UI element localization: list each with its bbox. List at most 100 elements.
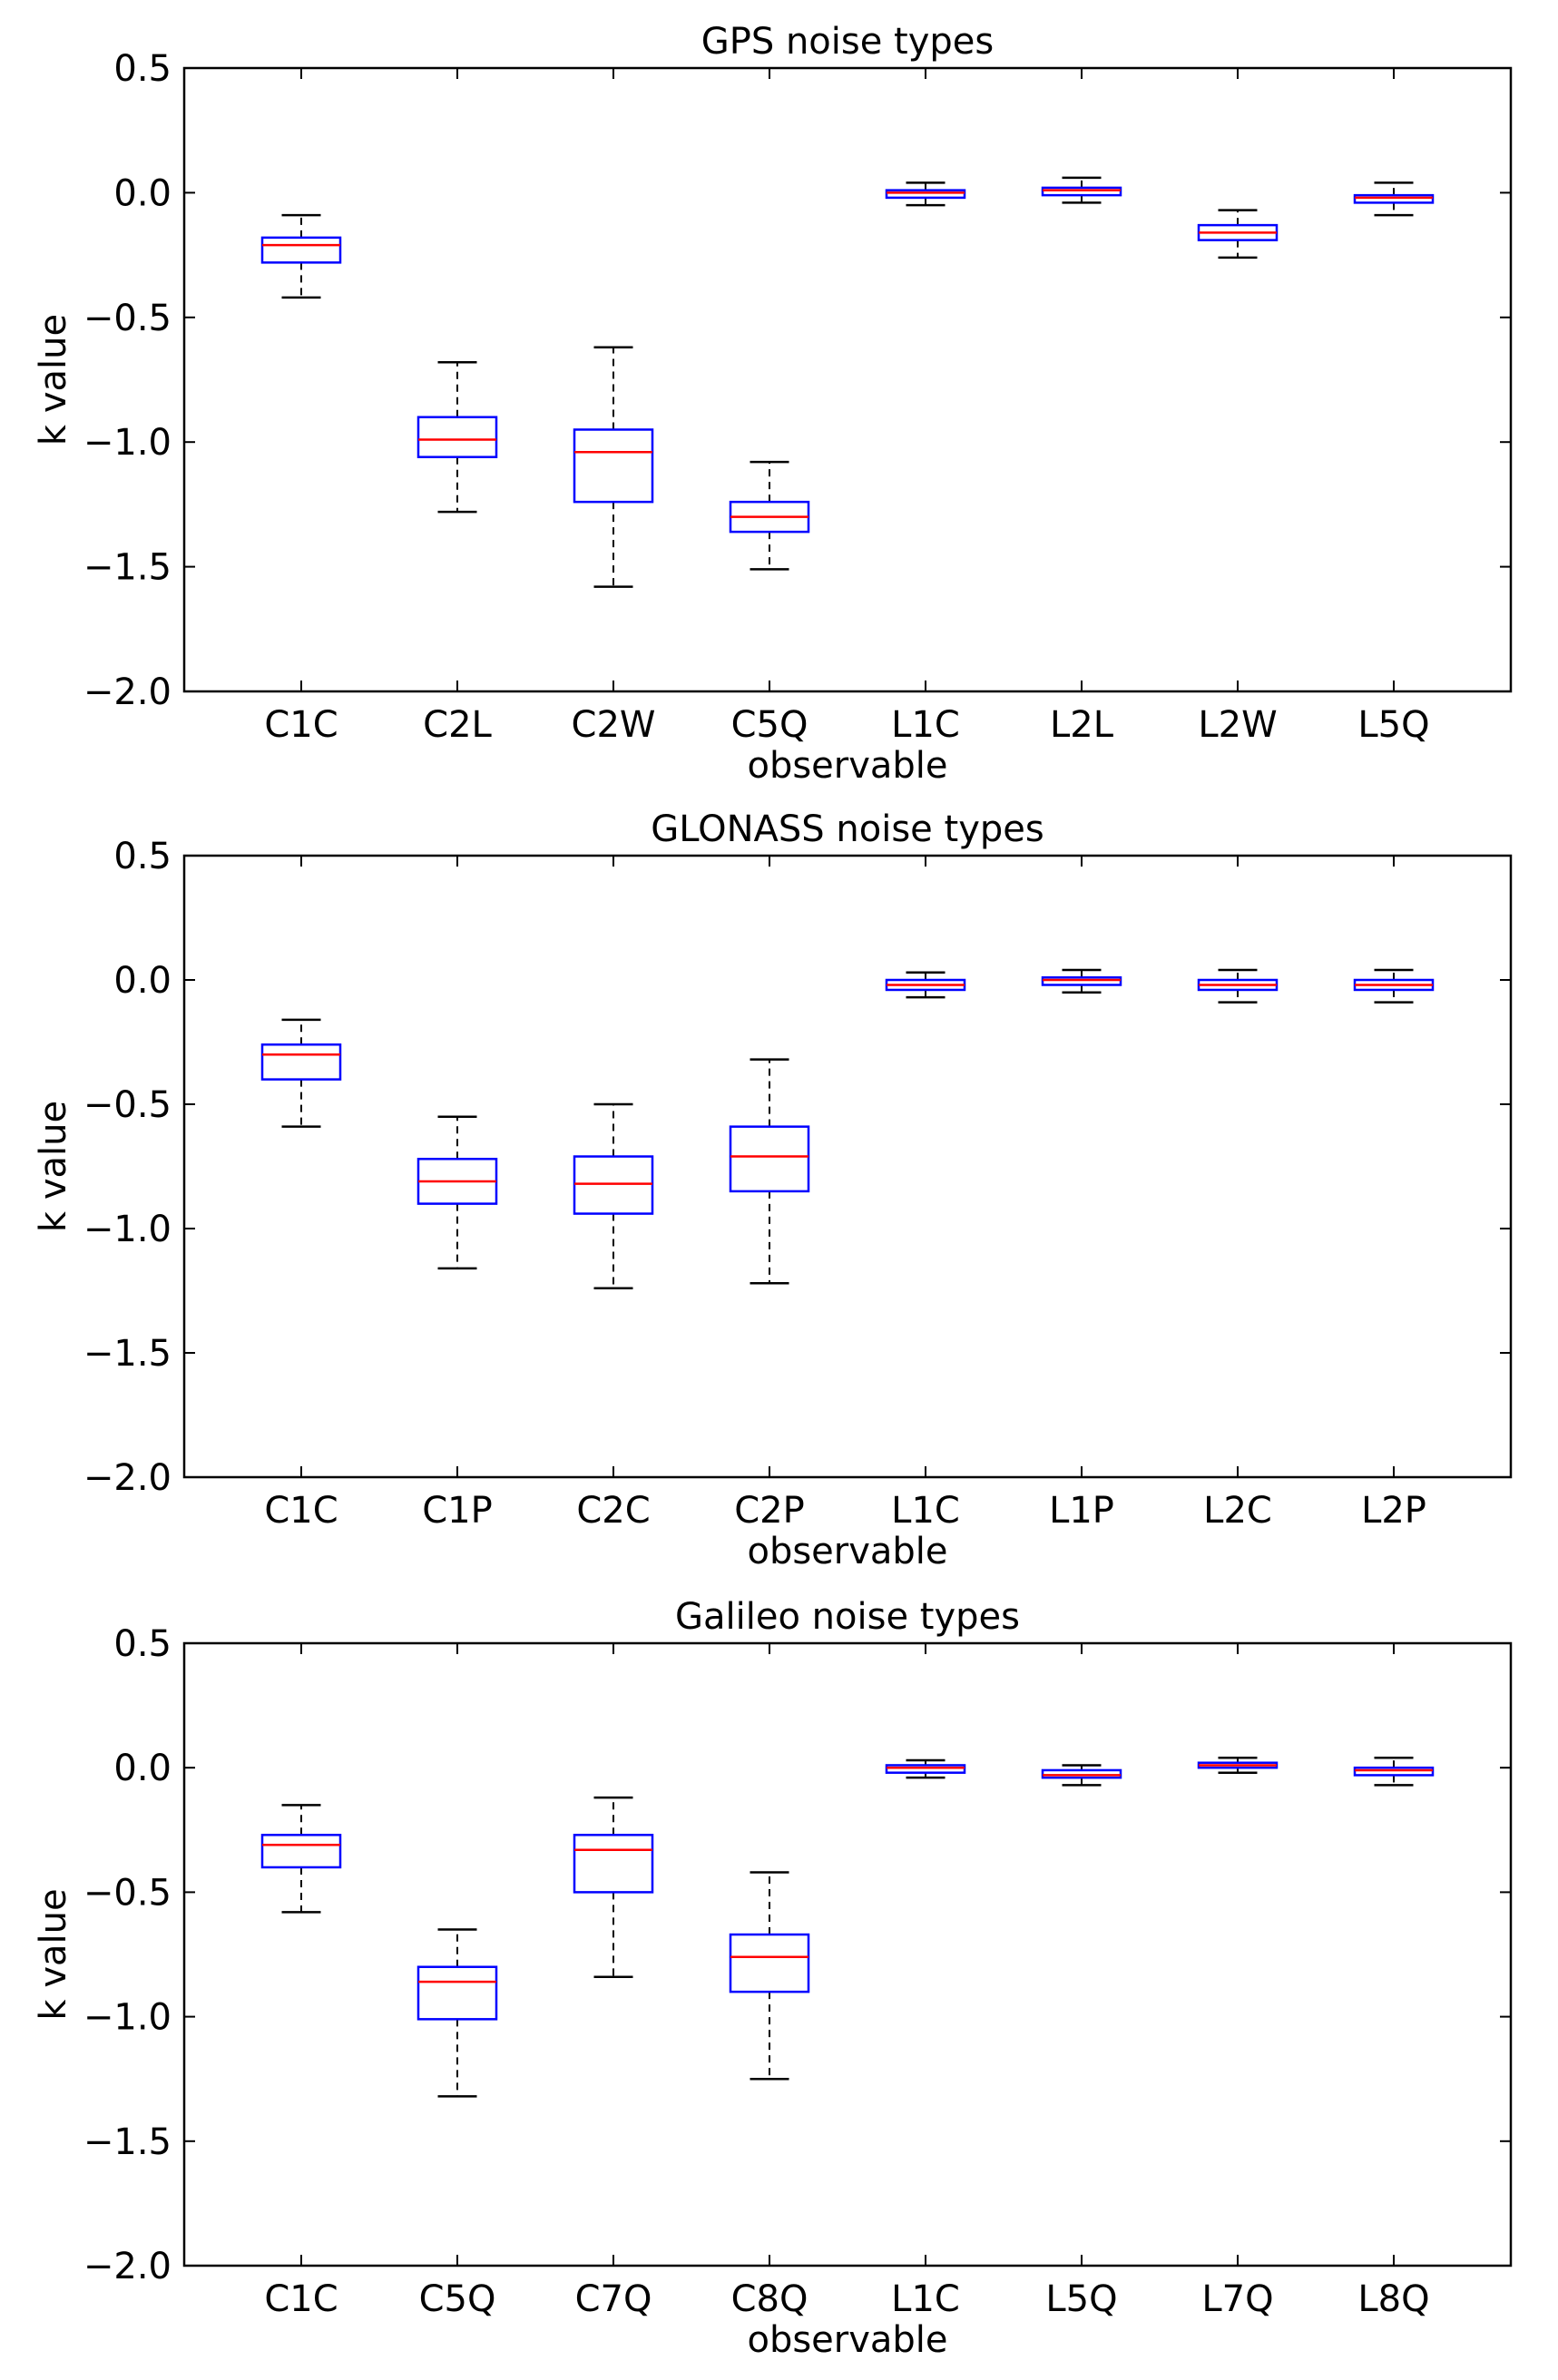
x-tick-label: C5Q — [419, 2278, 496, 2320]
y-tick-label: −0.5 — [83, 298, 171, 339]
box-c1p — [416, 1115, 498, 1270]
iqr-box — [885, 1764, 966, 1774]
box-c5q — [729, 460, 810, 571]
box-l1c — [885, 971, 966, 999]
chart-title: GPS noise types — [701, 21, 995, 63]
box-l2c — [1197, 968, 1279, 1004]
plot-frame — [182, 854, 1513, 1479]
x-tick-label: L2P — [1361, 1490, 1426, 1532]
chart-panel-2: GLONASS noise types 0.5 0.0 −0.5 −1.0 −1.5 −2.… — [33, 808, 1513, 1572]
y-tick-label: 0.5 — [113, 836, 171, 877]
box-l5q — [1353, 181, 1435, 217]
iqr-box — [260, 236, 342, 264]
x-tick-label: C7Q — [575, 2278, 652, 2320]
x-tick-label: L5Q — [1045, 2278, 1117, 2320]
iqr-box — [1041, 186, 1122, 197]
box-c8q — [729, 1871, 810, 2081]
y-tick-label: −1.5 — [83, 547, 171, 589]
y-tick-label: −0.5 — [83, 1084, 171, 1126]
box-l1c — [885, 1758, 966, 1779]
x-tick-label: C8Q — [731, 2278, 808, 2320]
iqr-box — [573, 428, 654, 504]
chart-panel-1: GPS noise types 0.5 0.0 −0.5 −1.0 −1.5 −2.0 k v… — [33, 21, 1513, 787]
iqr-box — [416, 416, 498, 458]
box-l2p — [1353, 968, 1435, 1004]
box-c1c — [260, 1804, 342, 1914]
y-tick-label: −2.0 — [83, 1457, 171, 1499]
y-tick-label: 0.5 — [113, 48, 171, 90]
y-tick-label: −2.0 — [83, 2246, 171, 2287]
y-tick-label: −1.5 — [83, 1333, 171, 1375]
box-l2l — [1041, 176, 1122, 204]
iqr-box — [1353, 193, 1435, 204]
y-axis-label: k value — [33, 314, 74, 446]
plot-frame — [182, 1641, 1513, 2267]
x-tick-label: L8Q — [1357, 2278, 1429, 2320]
box-c2l — [416, 361, 498, 514]
box-c1c — [260, 213, 342, 299]
x-tick-label: C5Q — [731, 704, 808, 746]
box-c2c — [573, 1102, 654, 1290]
iqr-box — [1353, 1766, 1435, 1777]
iqr-box — [260, 1834, 342, 1869]
y-tick-label: −1.0 — [83, 1997, 171, 2039]
iqr-box — [1041, 1768, 1122, 1779]
y-axis-label: k value — [33, 1101, 74, 1232]
plot-frame — [182, 66, 1513, 693]
x-tick-label: L1C — [891, 704, 960, 746]
chart-title: Galileo noise types — [675, 1596, 1020, 1638]
chart-panel-3: Galileo noise types 0.5 0.0 −0.5 −1.0 −1.5 −2.… — [33, 1596, 1513, 2361]
x-tick-label: L2W — [1198, 704, 1277, 746]
x-tick-label: C1C — [264, 1490, 338, 1532]
box-l7q — [1197, 1756, 1279, 1774]
x-tick-label: C1C — [264, 704, 338, 746]
box-l8q — [1353, 1756, 1435, 1787]
y-tick-label: 0.5 — [113, 1623, 171, 1665]
x-tick-label: L1C — [891, 2278, 960, 2320]
x-tick-label: C1P — [422, 1490, 493, 1532]
box-c5q — [416, 1928, 498, 2098]
x-tick-label: C1C — [264, 2278, 338, 2320]
iqr-box — [573, 1155, 654, 1215]
x-tick-label: L1P — [1049, 1490, 1114, 1532]
y-tick-label: 0.0 — [113, 960, 171, 1002]
y-tick-label: 0.0 — [113, 172, 171, 214]
x-tick-label: L1C — [891, 1490, 960, 1532]
x-tick-label: C2W — [572, 704, 656, 746]
iqr-box — [885, 189, 966, 200]
iqr-box — [1041, 976, 1122, 986]
box-c7q — [573, 1796, 654, 1978]
box-l1p — [1041, 968, 1122, 994]
y-tick-label: −1.0 — [83, 1209, 171, 1250]
iqr-box — [416, 1965, 498, 2021]
x-axis-label: observable — [747, 745, 947, 787]
iqr-box — [260, 1043, 342, 1081]
x-axis-label: observable — [747, 2319, 947, 2361]
iqr-box — [573, 1834, 654, 1894]
y-tick-label: 0.0 — [113, 1748, 171, 1789]
iqr-box — [729, 1933, 810, 1993]
y-tick-label: −2.0 — [83, 671, 171, 713]
x-tick-label: L7Q — [1201, 2278, 1273, 2320]
x-tick-label: L2C — [1203, 1490, 1272, 1532]
x-tick-label: L5Q — [1357, 704, 1429, 746]
box-l5q — [1041, 1764, 1122, 1787]
box-c1c — [260, 1018, 342, 1128]
y-tick-label: −0.5 — [83, 1872, 171, 1914]
x-tick-label: C2L — [423, 704, 492, 746]
x-tick-label: C2C — [576, 1490, 650, 1532]
box-l1c — [885, 181, 966, 207]
y-axis-label: k value — [33, 1888, 74, 2020]
chart-title: GLONASS noise types — [651, 808, 1044, 850]
iqr-box — [729, 1125, 810, 1193]
y-tick-label: −1.5 — [83, 2121, 171, 2163]
box-l2w — [1197, 209, 1279, 260]
box-c2p — [729, 1058, 810, 1285]
y-tick-label: −1.0 — [83, 422, 171, 464]
x-tick-label: L2L — [1050, 704, 1114, 746]
x-tick-label: C2P — [734, 1490, 805, 1532]
box-c2w — [573, 346, 654, 588]
